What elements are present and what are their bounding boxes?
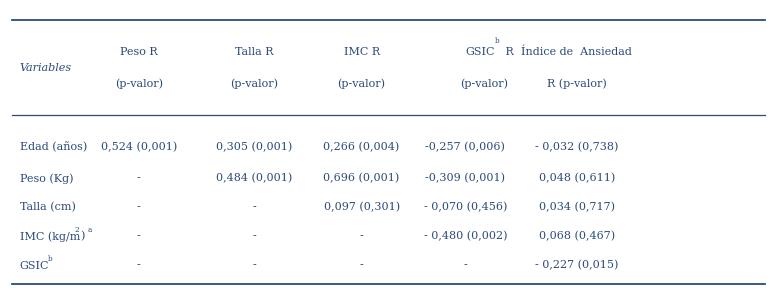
- Text: -0,257 (0,006): -0,257 (0,006): [426, 142, 505, 152]
- Text: -: -: [137, 261, 141, 271]
- Text: R (p-valor): R (p-valor): [547, 78, 607, 89]
- Text: -: -: [360, 261, 364, 271]
- Text: ): ): [81, 231, 89, 242]
- Text: Talla (cm): Talla (cm): [19, 202, 75, 212]
- Text: (p-valor): (p-valor): [461, 78, 509, 89]
- Text: a: a: [88, 226, 92, 234]
- Text: (p-valor): (p-valor): [115, 78, 162, 89]
- Text: R: R: [502, 47, 514, 57]
- Text: - 0,032 (0,738): - 0,032 (0,738): [535, 142, 618, 152]
- Text: 0,097 (0,301): 0,097 (0,301): [323, 202, 399, 212]
- Text: -: -: [464, 261, 467, 271]
- Text: Peso (Kg): Peso (Kg): [19, 173, 73, 184]
- Text: -: -: [137, 202, 141, 212]
- Text: 0,305 (0,001): 0,305 (0,001): [216, 142, 292, 152]
- Text: -: -: [252, 261, 256, 271]
- Text: -: -: [360, 231, 364, 241]
- Text: 0,524 (0,001): 0,524 (0,001): [100, 142, 177, 152]
- Text: IMC R: IMC R: [343, 47, 380, 57]
- Text: (p-valor): (p-valor): [230, 78, 278, 89]
- Text: 0,696 (0,001): 0,696 (0,001): [323, 173, 399, 184]
- Text: - 0,070 (0,456): - 0,070 (0,456): [423, 202, 507, 212]
- Text: Talla R: Talla R: [235, 47, 274, 57]
- Text: 0,484 (0,001): 0,484 (0,001): [216, 173, 292, 184]
- Text: GSIC: GSIC: [465, 47, 495, 57]
- Text: Peso R: Peso R: [120, 47, 158, 57]
- Text: -: -: [252, 202, 256, 212]
- Text: 0,034 (0,717): 0,034 (0,717): [538, 202, 615, 212]
- Text: b: b: [48, 255, 53, 263]
- Text: GSIC: GSIC: [19, 261, 49, 271]
- Text: -: -: [252, 231, 256, 241]
- Text: -: -: [137, 173, 141, 183]
- Text: 0,266 (0,004): 0,266 (0,004): [323, 142, 399, 152]
- Text: -: -: [137, 231, 141, 241]
- Text: Variables: Variables: [19, 63, 71, 73]
- Text: - 0,480 (0,002): - 0,480 (0,002): [423, 231, 507, 242]
- Text: (p-valor): (p-valor): [337, 78, 385, 89]
- Text: 2: 2: [75, 226, 79, 234]
- Text: 0,048 (0,611): 0,048 (0,611): [538, 173, 615, 184]
- Text: - 0,227 (0,015): - 0,227 (0,015): [535, 260, 618, 271]
- Text: -0,309 (0,001): -0,309 (0,001): [425, 173, 505, 184]
- Text: IMC (kg/m: IMC (kg/m: [19, 231, 80, 242]
- Text: Índice de  Ansiedad: Índice de Ansiedad: [521, 47, 632, 57]
- Text: 0,068 (0,467): 0,068 (0,467): [538, 231, 615, 242]
- Text: b: b: [495, 37, 499, 45]
- Text: Edad (años): Edad (años): [19, 141, 87, 152]
